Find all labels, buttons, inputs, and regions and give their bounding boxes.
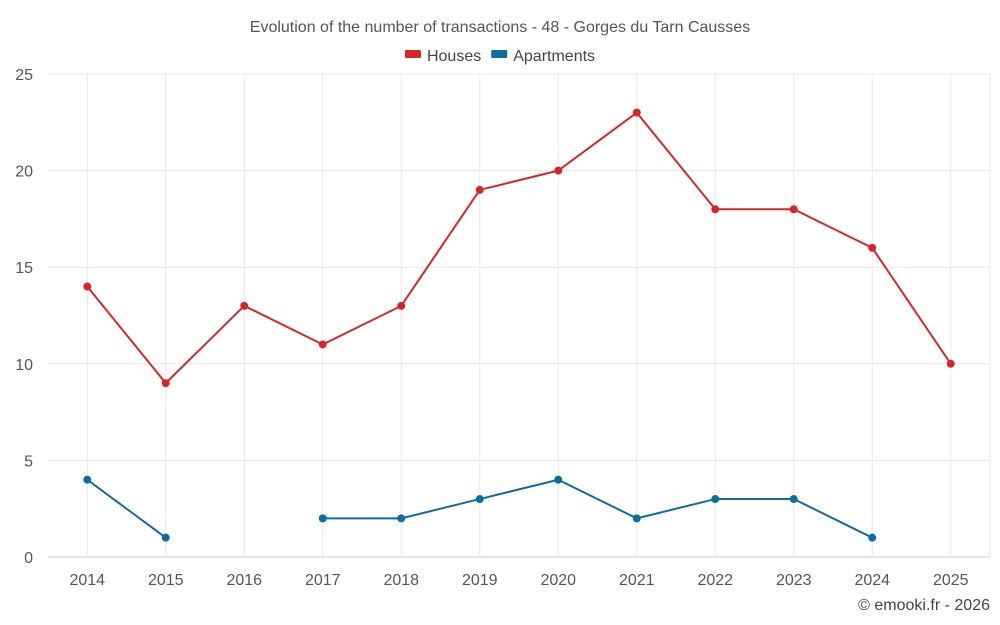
legend-swatch [491,50,508,58]
x-tick-label: 2022 [697,572,733,589]
x-tick-label: 2014 [69,572,105,589]
series-line-houses [86,111,952,385]
series-line-apartments [86,478,167,539]
data-point-apartments[interactable] [161,533,170,542]
x-tick-label: 2025 [933,572,969,589]
data-point-houses[interactable] [632,108,641,117]
data-point-houses[interactable] [161,379,170,388]
data-point-apartments[interactable] [868,533,877,542]
data-point-apartments[interactable] [397,514,406,523]
gridlines [48,73,991,558]
legend-label: Apartments [513,48,595,65]
y-tick-label: 10 [15,357,33,374]
legend-item-houses[interactable]: Houses [404,48,481,65]
data-point-houses[interactable] [318,340,327,349]
data-point-houses[interactable] [554,166,563,175]
data-point-houses[interactable] [83,282,92,291]
legend-label: Houses [427,48,481,65]
x-tick-label: 2015 [148,572,184,589]
legend-item-apartments[interactable]: Apartments [491,48,595,65]
chart-title: Evolution of the number of transactions … [250,19,750,36]
x-tick-label: 2023 [776,572,812,589]
data-point-apartments[interactable] [83,475,92,484]
legend-swatch [404,50,421,58]
series-layer [83,108,955,542]
x-tick-label: 2021 [619,572,655,589]
x-axis-ticks: 2014 2015 2016 2017 2018 2019 2020 2021 2022 2023… [69,572,968,589]
data-point-apartments[interactable] [789,495,798,504]
legend[interactable]: Houses Apartments [404,48,595,65]
series-apartments [83,475,877,542]
data-point-houses[interactable] [868,243,877,252]
data-point-houses[interactable] [397,301,406,310]
data-point-apartments[interactable] [711,495,720,504]
series-line-apartments [322,478,873,539]
x-tick-label: 2020 [540,572,576,589]
y-tick-label: 20 [15,164,33,181]
data-point-houses[interactable] [711,205,720,214]
y-tick-label: 25 [15,67,33,84]
x-tick-label: 2018 [383,572,419,589]
data-point-apartments[interactable] [554,475,563,484]
y-tick-label: 15 [15,260,33,277]
x-tick-label: 2017 [305,572,341,589]
x-tick-label: 2024 [854,572,890,589]
x-tick-label: 2019 [462,572,498,589]
x-tick-label: 2016 [226,572,262,589]
y-tick-label: 5 [24,453,33,470]
data-point-houses[interactable] [946,359,955,368]
data-point-houses[interactable] [240,301,249,310]
data-point-apartments[interactable] [318,514,327,523]
data-point-houses[interactable] [789,205,798,214]
y-axis-ticks: 0 5 10 15 20 25 [15,67,33,567]
data-point-houses[interactable] [475,185,484,194]
data-point-apartments[interactable] [475,495,484,504]
series-houses [83,108,955,388]
data-point-apartments[interactable] [632,514,641,523]
y-tick-label: 0 [24,550,33,567]
credit-text: © emooki.fr - 2026 [858,597,990,614]
